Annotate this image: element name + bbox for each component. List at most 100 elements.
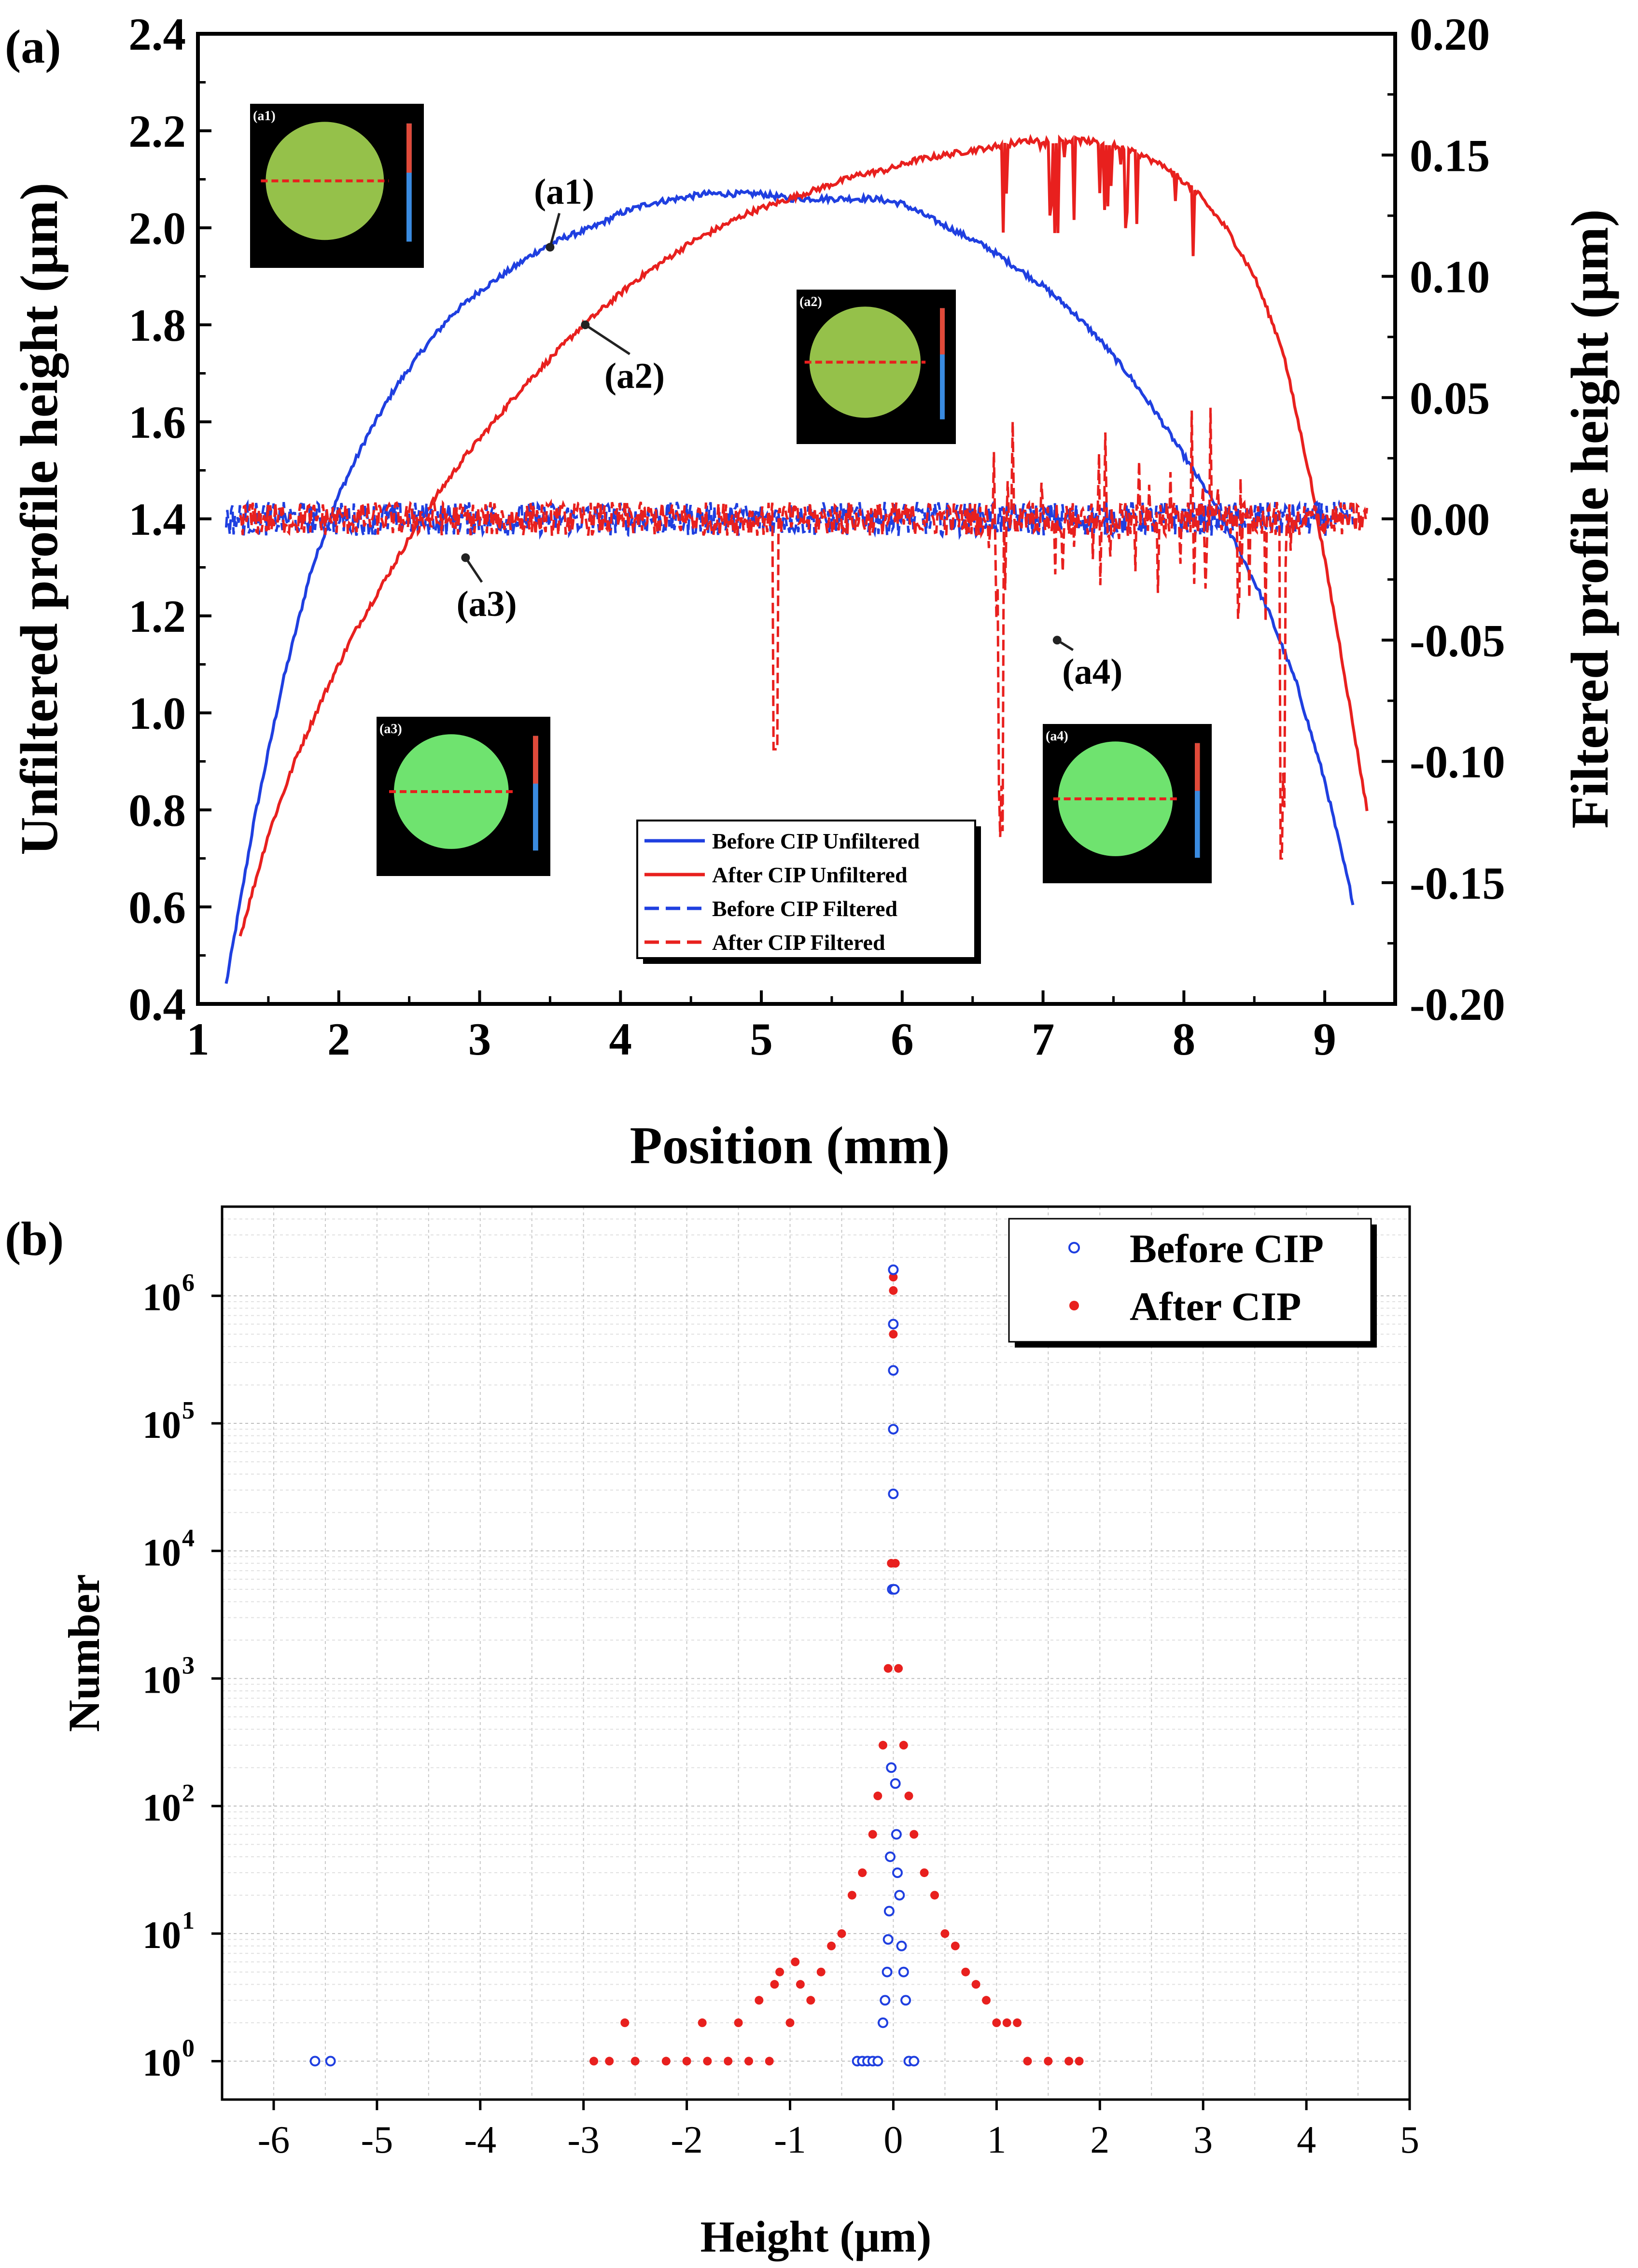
scatter-point: [910, 1830, 919, 1839]
scatter-point: [796, 1980, 805, 1989]
scatter-point: [892, 1867, 903, 1878]
inset-disk: [1058, 741, 1173, 856]
inset-label: (a4): [1046, 729, 1068, 744]
panel-a-y2-ticks: -0.20 -0.15 -0.10 -0.05 0.00 0.05 0.10 0.15 0.20: [1382, 9, 1505, 1030]
scatter-point: [894, 1664, 903, 1673]
scatter-point: [930, 1891, 939, 1900]
legend-entry-label: After CIP Filtered: [712, 930, 885, 955]
panel-a-y-tick-label: 2.0: [128, 203, 186, 254]
panel-b-x-tick-label: -1: [774, 2119, 806, 2161]
panel-a-y-tick-label: 0.8: [128, 785, 186, 836]
scatter-point: [883, 1664, 893, 1673]
panel-b-x-tick-label: -3: [567, 2119, 600, 2161]
scatter-point: [765, 2057, 774, 2066]
scatter-point: [703, 2057, 712, 2066]
series-after-cip: [589, 1273, 1084, 2066]
inset-disk: [394, 734, 509, 849]
scatter-point: [899, 1740, 908, 1750]
scatter-point: [891, 1558, 900, 1568]
scatter-point: [896, 1940, 907, 1951]
panel-a-y-axis-label: Unfiltered profile height (μm): [10, 182, 69, 855]
scatter-point: [951, 1941, 960, 1950]
scatter-point: [961, 1967, 970, 1976]
inset-colorbar-top: [1195, 743, 1200, 791]
panel-a-x-axis-label: Position (mm): [630, 1116, 950, 1175]
scatter-point: [992, 2018, 1001, 2027]
panel-b-y-tick-label: 10 2: [142, 1780, 195, 1829]
y-tick-base: 10: [142, 1531, 181, 1574]
panel-a-y2-tick-label: -0.20: [1410, 979, 1505, 1030]
legend-entry-label: Before CIP: [1130, 1226, 1324, 1271]
y-tick-exponent: 6: [182, 1269, 195, 1297]
panel-b-x-ticks: -6 -5 -4 -3 -2 -1 0 1 2 3 4 5: [258, 2100, 1419, 2161]
scatter-point: [620, 2018, 630, 2027]
panel-b-x-tick-label: -2: [671, 2119, 703, 2161]
annotation-arrow: [584, 323, 630, 355]
annotation-label: (a2): [604, 356, 665, 396]
panel-a-y2-tick-label: -0.10: [1410, 737, 1505, 788]
scatter-point: [971, 1980, 980, 1989]
panel-b-x-tick-label: -4: [464, 2119, 496, 2161]
scatter-point: [898, 1966, 909, 1977]
legend-entry-label: After CIP Unfiltered: [712, 863, 908, 887]
scatter-point: [894, 1890, 905, 1901]
scatter-point: [791, 1957, 800, 1966]
panel-b-points: [309, 1264, 1084, 2067]
scatter-point: [882, 1966, 893, 1977]
panel-a-annotations: (a1) (a2) (a3) (a4): [457, 172, 1123, 692]
inset-height-map: (a3): [377, 717, 550, 876]
annotation-arrow-head: [581, 320, 590, 329]
scatter-point: [888, 1424, 899, 1435]
inset-colorbar: [940, 308, 945, 419]
panel-a-y2-tick-label: 0.05: [1410, 373, 1490, 424]
panel-b-y-tick-label: 10 6: [142, 1269, 195, 1319]
scatter-point: [888, 1365, 899, 1376]
y-tick-base: 10: [142, 1659, 181, 1702]
y-tick-exponent: 1: [182, 1907, 195, 1934]
inset-colorbar: [406, 123, 412, 242]
inset-disk: [809, 306, 921, 418]
legend-entry-label: After CIP: [1130, 1284, 1301, 1329]
series-line-after-cip-filtered: [239, 407, 1369, 860]
scatter-point: [682, 2057, 691, 2066]
panel-a-y-tick-label: 2.4: [128, 9, 186, 60]
y-tick-exponent: 5: [182, 1397, 195, 1424]
y-tick-base: 10: [142, 1404, 181, 1447]
panel-a-y-tick-label: 1.8: [128, 300, 186, 351]
panel-b-y-tick-label: 10 0: [142, 2034, 195, 2084]
panel-a-y-tick-label: 0.4: [128, 979, 186, 1030]
panel-a-y-ticks: 0.4 0.6 0.8 1.0 1.2 1.4 1.6 1.8 2.0 2.2 2.4: [128, 9, 211, 1030]
scatter-point: [940, 1929, 950, 1938]
inset-height-map: (a4): [1043, 724, 1212, 883]
panel-b-legend: Before CIP After CIP: [1008, 1218, 1377, 1348]
legend-marker: [1068, 1242, 1080, 1253]
scatter-point: [890, 1778, 901, 1789]
scatter-point: [698, 2018, 707, 2027]
panel-b-y-tick-label: 10 5: [142, 1397, 195, 1447]
legend-box: [1008, 1218, 1372, 1343]
scatter-point: [888, 1319, 899, 1330]
panel-a-x-tick-label: 9: [1313, 1014, 1336, 1065]
panel-a-y-tick-label: 2.2: [128, 106, 186, 157]
annotation-label: (a4): [1062, 652, 1122, 692]
scatter-point: [661, 2057, 671, 2066]
scatter-point: [889, 1584, 900, 1595]
panel-b-grid: [222, 1206, 1410, 2100]
scatter-point: [904, 1791, 913, 1800]
inset-colorbar-top: [940, 308, 945, 355]
scatter-point: [827, 1941, 836, 1950]
annotation-arrow-head: [461, 553, 470, 562]
panel-a-y2-tick-label: 0.10: [1410, 251, 1490, 303]
scatter-point: [630, 2057, 640, 2066]
panel-a-x-tick-label: 4: [609, 1014, 632, 1065]
panel-b-x-axis-label: Height (μm): [700, 2212, 932, 2261]
scatter-point: [900, 1995, 911, 2006]
scatter-point: [1002, 2018, 1011, 2027]
y-tick-base: 10: [142, 2042, 181, 2084]
scatter-point: [920, 1868, 929, 1878]
panel-a: (a) 1 2 3 4 5 6 7 8 9 0.4 0.6 0.8 1.0 1.2 1.4 1.6 1.8 2.…: [5, 9, 1619, 1175]
scatter-point: [891, 1829, 902, 1840]
